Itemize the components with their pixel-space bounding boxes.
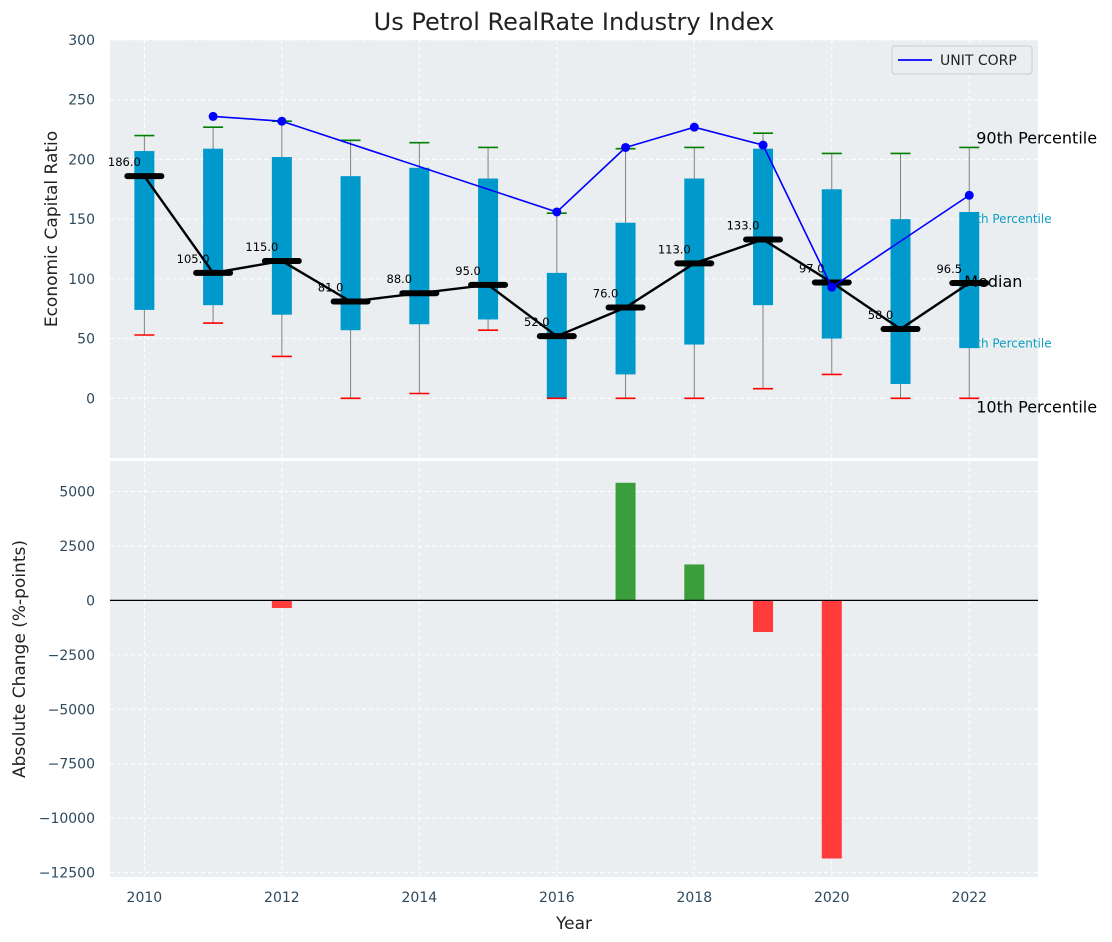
median-value-label: 81.0 bbox=[318, 281, 344, 295]
iqr-box bbox=[615, 222, 636, 375]
bottom-y-tick-label: −12500 bbox=[39, 866, 95, 882]
annotation-p10: 10th Percentile bbox=[976, 397, 1097, 416]
median-value-label: 88.0 bbox=[387, 272, 413, 286]
iqr-box bbox=[821, 189, 842, 339]
top-y-tick-label: 250 bbox=[68, 93, 95, 109]
change-bar bbox=[615, 482, 636, 601]
median-value-label: 96.5 bbox=[936, 262, 962, 276]
bottom-y-tick-label: −10000 bbox=[39, 811, 95, 827]
bottom-y-tick-label: −2500 bbox=[48, 648, 95, 664]
company-point bbox=[621, 142, 631, 152]
median-value-label: 76.0 bbox=[593, 287, 619, 301]
median-value-label: 113.0 bbox=[658, 242, 691, 256]
bottom-y-tick-label: 5000 bbox=[59, 484, 95, 500]
median-value-label: 133.0 bbox=[727, 218, 760, 232]
bottom-y-tick-label: 2500 bbox=[59, 539, 95, 555]
iqr-box bbox=[478, 178, 499, 320]
bottom-y-tick-label: −7500 bbox=[48, 757, 95, 773]
company-point bbox=[552, 207, 562, 217]
change-bar bbox=[684, 564, 705, 601]
iqr-box bbox=[753, 148, 774, 306]
median-value-label: 95.0 bbox=[455, 264, 481, 278]
iqr-box bbox=[890, 219, 911, 384]
iqr-box bbox=[409, 167, 430, 325]
iqr-box bbox=[271, 157, 292, 315]
bottom-y-axis-label: Absolute Change (%-points) bbox=[10, 540, 30, 778]
median-value-label: 52.0 bbox=[524, 315, 550, 329]
annotation-p75: th Percentile bbox=[976, 212, 1051, 226]
bottom-plot-area bbox=[110, 461, 1038, 877]
top-y-tick-label: 0 bbox=[86, 391, 95, 407]
annotation-median: Median bbox=[964, 272, 1022, 291]
top-y-tick-label: 200 bbox=[68, 152, 95, 168]
x-tick-label: 2012 bbox=[264, 890, 300, 906]
median-value-label: 97.0 bbox=[799, 261, 825, 275]
iqr-box bbox=[340, 176, 361, 331]
top-y-tick-label: 300 bbox=[68, 33, 95, 49]
top-y-tick-label: 100 bbox=[68, 272, 95, 288]
company-point bbox=[277, 116, 287, 126]
bottom-y-tick-label: −5000 bbox=[48, 702, 95, 718]
top-y-tick-label: 150 bbox=[68, 212, 95, 228]
company-point bbox=[208, 111, 218, 121]
x-tick-label: 2016 bbox=[539, 890, 575, 906]
company-line bbox=[213, 115, 970, 289]
top-y-axis-label: Economic Capital Ratio bbox=[42, 131, 62, 327]
legend-label-unit-corp: UNIT CORP bbox=[940, 53, 1017, 69]
iqr-box bbox=[134, 151, 155, 310]
top-plot-area bbox=[110, 40, 1038, 458]
median-value-label: 115.0 bbox=[245, 240, 278, 254]
company-point bbox=[964, 190, 974, 200]
company-point bbox=[758, 140, 768, 150]
change-bar bbox=[753, 600, 774, 632]
chart-title: Us Petrol RealRate Industry Index bbox=[374, 8, 775, 36]
x-tick-label: 2020 bbox=[814, 890, 850, 906]
x-axis-label: Year bbox=[555, 914, 592, 934]
x-tick-label: 2022 bbox=[951, 890, 987, 906]
x-tick-label: 2018 bbox=[676, 890, 712, 906]
median-value-label: 186.0 bbox=[108, 155, 141, 169]
top-y-tick-label: 50 bbox=[77, 332, 95, 348]
bottom-y-tick-label: 0 bbox=[86, 593, 95, 609]
change-bar bbox=[821, 600, 842, 859]
x-tick-label: 2014 bbox=[402, 890, 438, 906]
company-point bbox=[689, 122, 699, 132]
company-point bbox=[827, 282, 837, 292]
median-value-label: 58.0 bbox=[868, 308, 894, 322]
median-value-label: 105.0 bbox=[177, 252, 210, 266]
annotation-p25: th Percentile bbox=[976, 336, 1051, 350]
legend: UNIT CORP bbox=[891, 45, 1033, 75]
legend-box bbox=[891, 45, 1033, 75]
iqr-box bbox=[203, 148, 224, 306]
x-tick-label: 2010 bbox=[127, 890, 163, 906]
change-bar bbox=[271, 600, 292, 609]
annotation-p90: 90th Percentile bbox=[976, 128, 1097, 147]
